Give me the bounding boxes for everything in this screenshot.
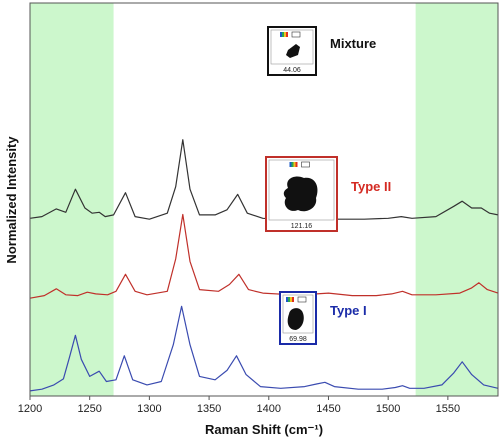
color-scale-icon bbox=[286, 297, 288, 302]
particle-image bbox=[286, 44, 300, 58]
x-tick-label: 1250 bbox=[77, 403, 101, 415]
x-axis-ticks: 1200 1250 1300 1350 1400 1450 1500 1550 bbox=[18, 396, 460, 415]
color-scale-icon bbox=[288, 297, 290, 302]
color-scale-icon bbox=[293, 162, 296, 167]
color-scale-icon bbox=[292, 297, 294, 302]
battery-icon bbox=[291, 31, 301, 38]
inset-mixture: 44.06 bbox=[267, 26, 317, 76]
inset-value-label: 69.98 bbox=[289, 336, 307, 343]
series-label-type-ii: Type II bbox=[351, 179, 391, 194]
y-axis-title: Normalized Intensity bbox=[4, 136, 19, 264]
inset-value-label: 121.16 bbox=[291, 223, 313, 230]
x-tick-label: 1200 bbox=[18, 403, 42, 415]
spectra-lines bbox=[29, 139, 499, 392]
highlight-bands bbox=[30, 3, 498, 396]
color-scale-icon bbox=[291, 162, 294, 167]
color-scale-icon bbox=[282, 32, 284, 37]
particle-image bbox=[283, 176, 318, 212]
plot-frame bbox=[29, 2, 499, 397]
series-label-type-i: Type I bbox=[330, 303, 367, 318]
spectrum-line-type-ii bbox=[29, 213, 499, 299]
color-scale-icon bbox=[295, 162, 298, 167]
battery-icon bbox=[301, 161, 310, 168]
series-insets: 44.06 Mixture 121.16 Type II 69.98 Type I bbox=[265, 26, 391, 345]
color-scale-icon bbox=[290, 297, 292, 302]
x-tick-label: 1300 bbox=[137, 403, 161, 415]
highlight-band-1 bbox=[30, 3, 114, 396]
x-tick-label: 1500 bbox=[376, 403, 400, 415]
x-axis-title: Raman Shift (cm⁻¹) bbox=[205, 422, 323, 437]
color-scale-icon bbox=[280, 32, 282, 37]
inset-value-label: 44.06 bbox=[283, 67, 301, 74]
series-label-mixture: Mixture bbox=[330, 36, 376, 51]
spectrum-line-mixture bbox=[29, 139, 499, 221]
inset-type-i: 69.98 bbox=[279, 291, 317, 345]
x-tick-label: 1450 bbox=[316, 403, 340, 415]
spectrum-line-type-i bbox=[29, 305, 499, 392]
particle-image bbox=[287, 308, 304, 330]
highlight-band-2 bbox=[415, 3, 498, 396]
battery-icon bbox=[297, 296, 307, 303]
x-tick-label: 1400 bbox=[257, 403, 281, 415]
color-scale-icon bbox=[289, 162, 292, 167]
color-scale-icon bbox=[284, 32, 286, 37]
x-tick-label: 1550 bbox=[436, 403, 460, 415]
inset-type-ii: 121.16 bbox=[265, 156, 338, 232]
color-scale-icon bbox=[286, 32, 288, 37]
x-tick-label: 1350 bbox=[197, 403, 221, 415]
